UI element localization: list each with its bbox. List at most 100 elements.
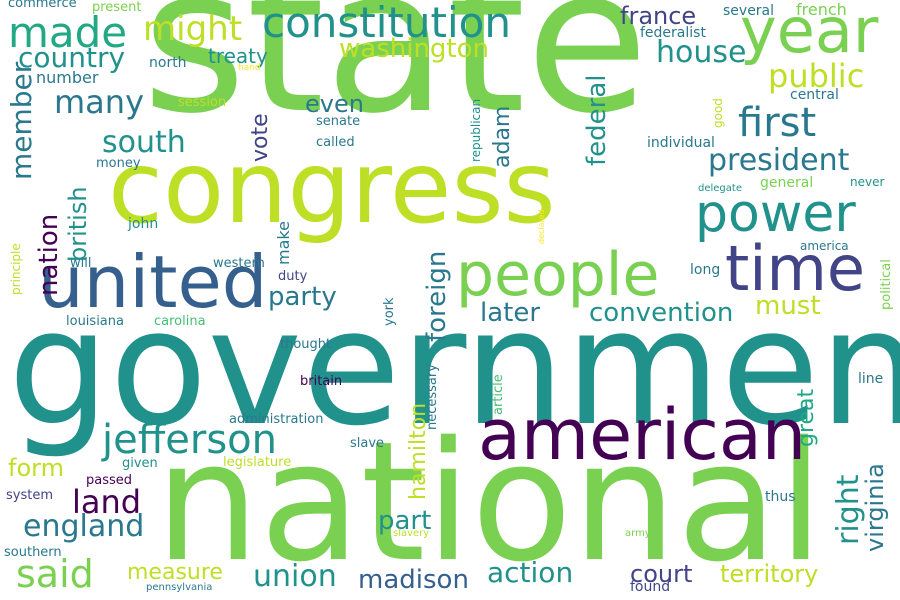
word-vote: vote bbox=[248, 113, 273, 162]
word-hand: hand bbox=[238, 63, 261, 73]
word-power: power bbox=[695, 184, 856, 244]
word-england: england bbox=[23, 509, 145, 544]
word-form: form bbox=[8, 454, 64, 482]
word-convention: convention bbox=[589, 298, 734, 328]
word-general: general bbox=[760, 175, 814, 191]
word-even: even bbox=[305, 90, 364, 118]
word-individual: individual bbox=[647, 135, 715, 151]
word-french: french bbox=[796, 0, 847, 19]
word-army: army bbox=[625, 528, 651, 539]
word-national: national bbox=[155, 406, 824, 598]
word-administration: administration bbox=[229, 412, 324, 427]
word-york: york bbox=[382, 297, 397, 326]
word-western: western bbox=[213, 256, 265, 271]
word-washington: washington bbox=[339, 34, 490, 64]
word-adam: adam bbox=[490, 105, 515, 168]
word-line: line bbox=[858, 371, 884, 387]
word-measure: measure bbox=[127, 560, 223, 585]
word-party: party bbox=[268, 282, 337, 312]
word-number: number bbox=[36, 68, 99, 87]
word-federalist: federalist bbox=[640, 25, 706, 41]
word-louisiana: louisiana bbox=[66, 314, 124, 329]
word-action: action bbox=[487, 556, 574, 589]
word-part: part bbox=[378, 506, 432, 536]
word-commerce: commerce bbox=[8, 0, 77, 11]
word-territory: territory bbox=[720, 560, 819, 588]
word-system: system bbox=[6, 488, 53, 503]
word-government: government bbox=[8, 274, 900, 461]
word-british: british bbox=[64, 186, 92, 262]
word-present: present bbox=[92, 0, 142, 15]
word-many: many bbox=[54, 83, 144, 121]
word-year: year bbox=[740, 0, 879, 67]
word-people: people bbox=[456, 240, 660, 310]
word-never: never bbox=[850, 175, 885, 189]
word-union: union bbox=[253, 559, 337, 594]
word-treaty: treaty bbox=[208, 44, 268, 68]
word-country: country bbox=[18, 41, 126, 74]
word-public: public bbox=[768, 57, 865, 95]
word-delegate: delegate bbox=[698, 183, 742, 194]
word-principle: principle bbox=[9, 243, 23, 295]
word-foreign: foreign bbox=[422, 250, 452, 342]
word-duty: duty bbox=[278, 269, 308, 284]
word-senate: senate bbox=[316, 114, 361, 129]
word-pennsylvania: pennsylvania bbox=[146, 582, 213, 593]
word-long: long bbox=[690, 262, 721, 278]
word-thought: thought bbox=[280, 337, 332, 352]
word-north: north bbox=[149, 55, 187, 71]
word-madison: madison bbox=[358, 565, 469, 595]
word-jefferson: jefferson bbox=[102, 417, 277, 463]
word-slave: slave bbox=[350, 436, 385, 451]
word-good: good bbox=[711, 98, 725, 128]
word-might: might bbox=[143, 9, 243, 49]
word-united: united bbox=[38, 240, 268, 324]
word-house: house bbox=[656, 35, 747, 70]
word-american: american bbox=[478, 394, 807, 476]
word-president: president bbox=[708, 143, 850, 178]
word-member: member bbox=[5, 61, 38, 180]
word-later: later bbox=[480, 298, 541, 328]
word-john: john bbox=[128, 216, 159, 232]
word-given: given bbox=[122, 456, 158, 471]
word-court: court bbox=[630, 560, 693, 588]
word-called: called bbox=[316, 135, 355, 150]
word-made: made bbox=[8, 8, 128, 57]
word-southern: southern bbox=[4, 545, 62, 560]
word-will: will bbox=[70, 256, 92, 271]
word-article: article bbox=[491, 374, 506, 415]
word-right: right bbox=[831, 474, 866, 546]
word-state: state bbox=[142, 0, 649, 158]
word-constitution: constitution bbox=[262, 0, 511, 47]
word-legislature: legislature bbox=[223, 455, 292, 470]
word-virginia: virginia bbox=[861, 463, 889, 552]
word-time: time bbox=[725, 232, 866, 305]
word-found: found bbox=[630, 579, 671, 595]
word-great: great bbox=[794, 388, 819, 447]
word-several: several bbox=[723, 3, 775, 19]
word-necessary: necessary bbox=[425, 364, 440, 430]
word-declared: declared bbox=[537, 209, 546, 244]
word-first: first bbox=[738, 100, 817, 146]
word-nation: nation bbox=[34, 213, 64, 296]
word-make: make bbox=[274, 221, 293, 265]
word-political: political bbox=[879, 259, 894, 310]
word-money: money bbox=[96, 156, 141, 171]
word-federal: federal bbox=[582, 74, 612, 167]
word-carolina: carolina bbox=[154, 314, 206, 329]
word-passed: passed bbox=[86, 473, 133, 488]
word-session: session bbox=[178, 95, 227, 110]
word-congress: congress bbox=[108, 129, 556, 246]
word-republican: republican bbox=[469, 98, 483, 162]
word-central: central bbox=[790, 87, 839, 103]
word-britain: britain bbox=[300, 374, 343, 389]
word-thus: thus bbox=[765, 489, 796, 505]
word-france: france bbox=[620, 2, 697, 30]
word-land: land bbox=[72, 483, 142, 521]
word-said: said bbox=[16, 552, 94, 596]
word-america: america bbox=[800, 239, 849, 253]
word-south: south bbox=[102, 125, 186, 160]
word-slavery: slavery bbox=[393, 528, 430, 539]
word-must: must bbox=[755, 291, 821, 321]
